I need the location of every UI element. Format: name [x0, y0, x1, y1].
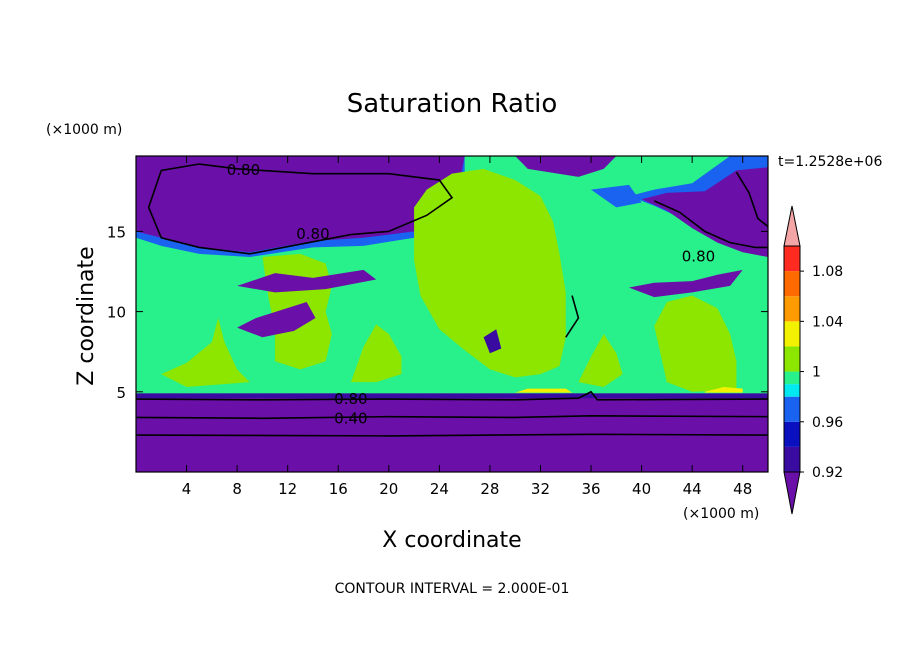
- region-upper-blue-mid: [591, 184, 642, 208]
- x-axis-label: X coordinate: [382, 528, 521, 553]
- x-tick-label: 16: [329, 480, 348, 498]
- contour-0.80-upper-right-b: [735, 171, 768, 228]
- contour-label: 0.80: [334, 390, 367, 408]
- region-dry-pocket-mid: [483, 329, 502, 354]
- contour-0.80-upper-left: [147, 163, 454, 255]
- contour-0.80-upper-right-a: [653, 200, 768, 249]
- colorbar-bin: [784, 421, 800, 447]
- plot-frame: [135, 155, 769, 473]
- colorbar-min-extension: [783, 471, 801, 515]
- x-tick-label: 20: [379, 480, 398, 498]
- region-upper-dry-left: [136, 156, 465, 253]
- contour-cloud-edge: [565, 295, 580, 338]
- y-tick-label: 10: [107, 304, 126, 322]
- colorbar-max-extension: [783, 205, 801, 247]
- region-cloud-left-mid: [350, 324, 402, 383]
- contour-label: 0.80: [682, 247, 715, 265]
- colorbar: 0.92 0.96 1 1.04 1.08: [783, 205, 843, 515]
- contour-label: 0.40: [334, 409, 367, 427]
- contour-0.40: [136, 415, 768, 420]
- region-yellow-mid: [515, 388, 573, 393]
- colorbar-frame: [783, 245, 801, 473]
- x-tick-label: 28: [480, 480, 499, 498]
- contour-0.20: [136, 433, 768, 437]
- region-cloud-central: [414, 168, 566, 378]
- colorbar-bin: [784, 271, 800, 297]
- region-cloud-far-left: [161, 318, 250, 387]
- colorbar-tick-label: 1.04: [812, 314, 843, 330]
- x-tick-label: 48: [733, 480, 752, 498]
- x-tick-label: 36: [581, 480, 600, 498]
- colorbar-bin: [784, 371, 800, 385]
- region-below-transition: [136, 393, 768, 399]
- region-cloud-right-mid: [578, 334, 623, 387]
- y-tick-label: 15: [107, 223, 126, 241]
- y-tick-label: 5: [116, 384, 126, 402]
- region-upper-dry-right: [641, 167, 768, 258]
- contour-interval-note: CONTOUR INTERVAL = 2.000E-01: [335, 581, 570, 597]
- colorbar-bin: [784, 296, 800, 322]
- x-tick-label: 40: [632, 480, 651, 498]
- time-label: t=1.2528e+06: [778, 154, 882, 170]
- x-tick-label: 32: [531, 480, 550, 498]
- region-dry-pocket-left: [237, 301, 316, 338]
- region-below: [136, 393, 768, 472]
- field-regions: [136, 156, 768, 472]
- contour-label: 0.80: [227, 161, 260, 179]
- colorbar-tick-label: 0.96: [812, 415, 843, 431]
- colorbar-bin: [784, 246, 800, 272]
- contour-label: 0.80: [296, 225, 329, 243]
- y-axis-ticks: 5 10 15: [107, 223, 768, 402]
- x-tick-label: 44: [683, 480, 702, 498]
- colorbar-bin: [784, 321, 800, 347]
- colorbar-bin: [784, 446, 800, 472]
- saturation-field: 0.800.800.800.800.40: [135, 155, 769, 473]
- x-tick-label: 8: [232, 480, 242, 498]
- region-dry-right-streak: [628, 269, 743, 298]
- contour-labels: 0.800.800.800.800.40: [227, 161, 715, 428]
- y-axis-label: Z coordinate: [74, 246, 99, 385]
- contour-0.80-lower: [136, 390, 768, 401]
- x-tick-label: 12: [278, 480, 297, 498]
- chart-title: Saturation Ratio: [347, 89, 558, 119]
- region-cloud-right: [654, 295, 737, 392]
- x-tick-label: 4: [182, 480, 192, 498]
- x-tick-label: 24: [430, 480, 449, 498]
- colorbar-tick-label: 0.92: [812, 465, 843, 481]
- colorbar-tick-label: 1.08: [812, 264, 843, 280]
- region-yellow-right: [704, 386, 743, 393]
- colorbar-tick-label: 1: [812, 365, 821, 381]
- x-axis-ticks: 4 8 12 16 20 24 28 32 36 40 44 48: [182, 156, 752, 498]
- region-dry-streak-left: [237, 269, 377, 293]
- colorbar-bin: [784, 384, 800, 397]
- y-unit-label: (×1000 m): [46, 122, 122, 138]
- colorbar-bin: [784, 396, 800, 422]
- colorbar-bin: [784, 346, 800, 372]
- x-unit-label: (×1000 m): [683, 506, 759, 522]
